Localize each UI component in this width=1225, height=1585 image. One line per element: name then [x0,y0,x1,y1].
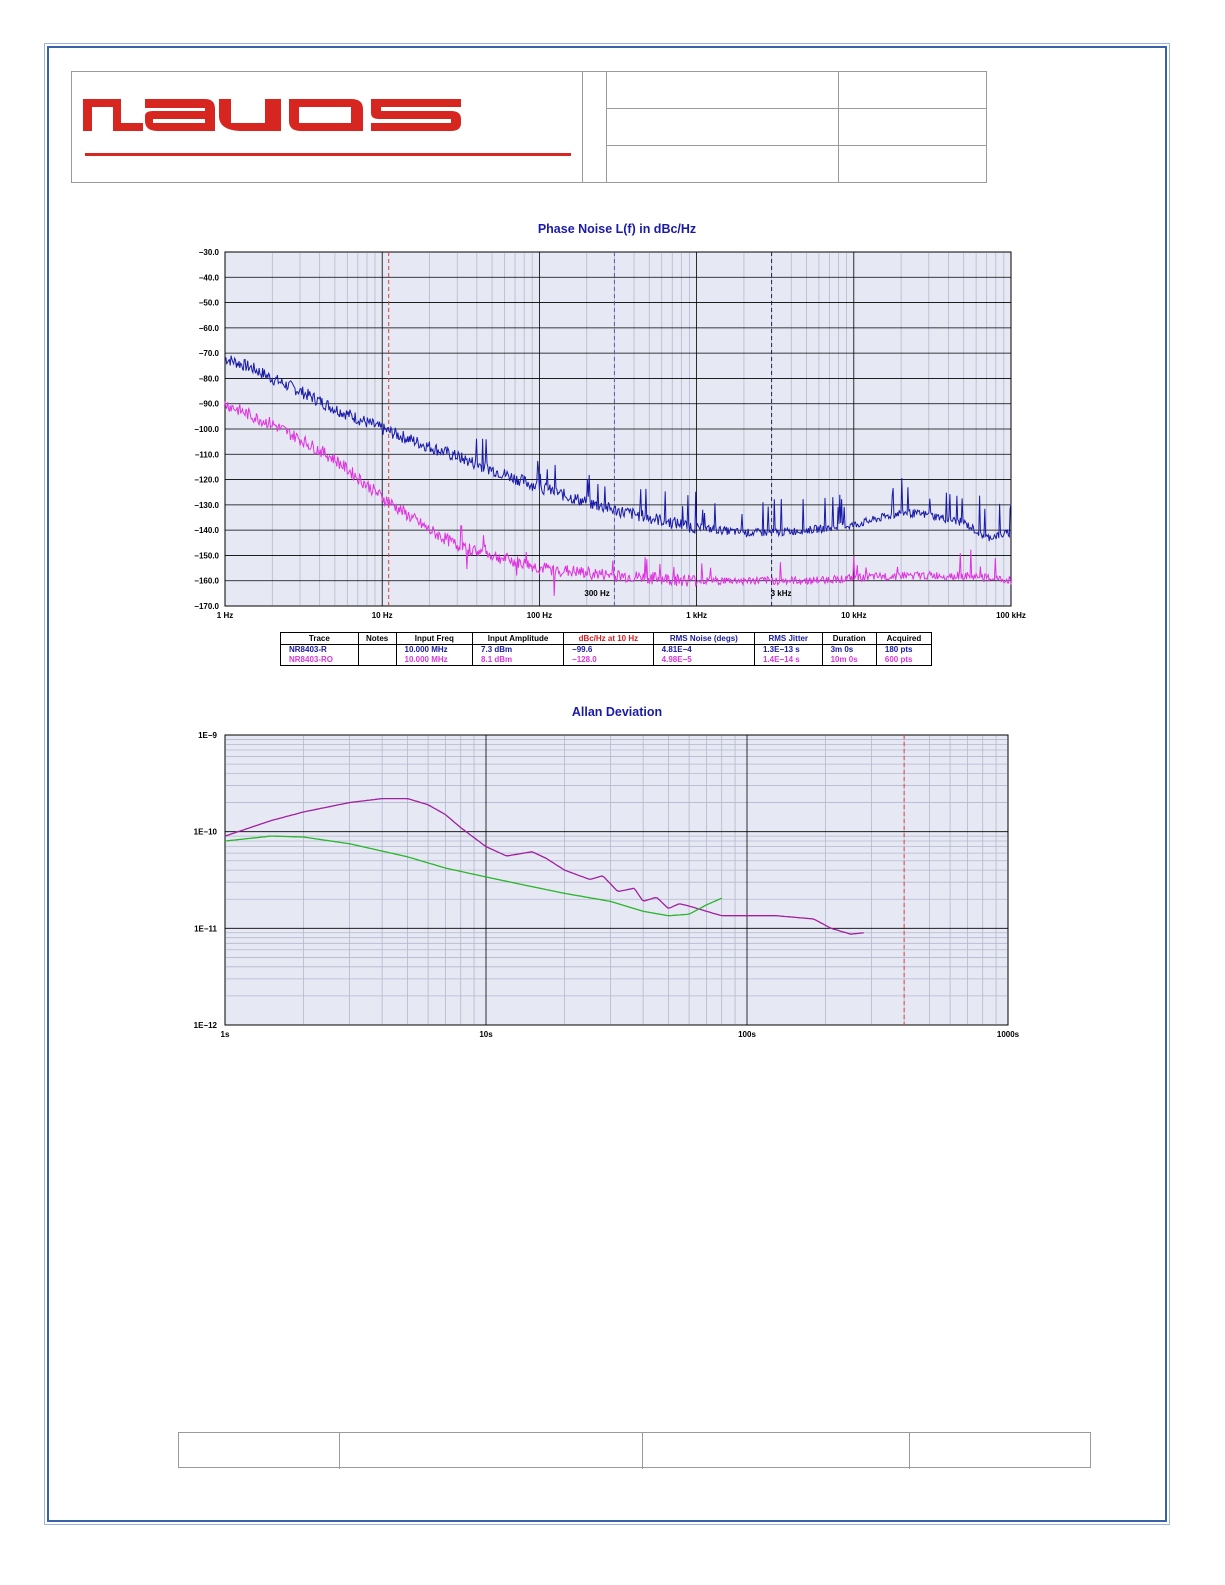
legend-header-duration: Duration [821,632,877,645]
y-tick-label: −100.0 [194,425,219,434]
legend-cell: 7.3 dBm [472,644,565,655]
legend-cell: −99.6 [563,644,654,655]
header-row-1 [607,72,986,109]
header-spacer-cell [582,72,607,182]
legend-row: NR8403-RO 10.000 MHz 8.1 dBm −128.0 4.98… [280,655,933,666]
y-tick-label: −40.0 [199,273,220,282]
x-tick-label: 10 kHz [841,611,866,620]
x-tick-label: 100 kHz [996,611,1026,620]
legend-header-input-freq: Input Freq [395,632,474,645]
legend-cell: 4.81E−4 [652,644,755,655]
y-tick-label: −70.0 [199,349,220,358]
legend-cell [357,655,397,666]
footer-divider [909,1433,910,1469]
x-tick-label: 10 Hz [372,611,393,620]
header-row-2 [607,109,986,146]
y-tick-label: −110.0 [195,450,220,459]
legend-header-notes: Notes [357,632,397,645]
x-tick-label: 100 Hz [527,611,552,620]
legend-header-input-amplitude: Input Amplitude [472,632,565,645]
phase-noise-trace [224,355,1012,542]
legend-cell: 3m 0s [821,644,877,655]
y-tick-label: −60.0 [199,324,220,333]
legend-header-rms-jitter: RMS Jitter [753,632,823,645]
legend-cell: 600 pts [875,655,933,666]
y-tick-label: −50.0 [199,299,220,308]
phase-noise-y-ticks: −30.0 −40.0 −50.0 −60.0 −70.0 −80.0 −90.0 −100.… [194,248,219,611]
legend-cell: 4.98E−5 [652,655,755,666]
logo-cell [72,72,583,182]
x-tick-label: 1 kHz [686,611,707,620]
legend-cell: 8.1 dBm [472,655,565,666]
legend-cell: 10m 0s [821,655,877,666]
navos-logo [83,99,461,131]
legend-cell [357,644,397,655]
y-tick-label: −170.0 [194,602,219,611]
legend-header-acquired: Acquired [875,632,933,645]
y-tick-label: −140.0 [194,526,219,535]
phase-noise-title: Phase Noise L(f) in dBc/Hz [538,222,696,236]
legend-cell: 10.000 MHz [395,655,474,666]
phase-noise-series [224,355,1012,596]
legend-cell: −128.0 [563,655,654,666]
phase-noise-markers: 300 Hz 3 kHz [388,252,792,606]
x-tick-label: 1 Hz [217,611,233,620]
frequency-marker-label: 3 kHz [771,589,792,598]
legend-cell: NR8403-R [280,644,359,655]
frequency-marker-label: 300 Hz [584,589,609,598]
phase-noise-x-ticks: 1 Hz 10 Hz 100 Hz 1 kHz 10 kHz 100 kHz [217,611,1026,620]
legend-header-trace: Trace [280,632,359,645]
legend-cell: 1.3E−13 s [753,644,823,655]
y-tick-label: −160.0 [194,577,219,586]
header-divider [838,72,839,182]
legend-cell: 1.4E−14 s [753,655,823,666]
y-tick-label: −80.0 [199,374,220,383]
legend-cell: NR8403-RO [280,655,359,666]
footer-table [178,1432,1091,1469]
legend-cell: 180 pts [875,644,933,655]
legend-header-dbc-at-10hz: dBc/Hz at 10 Hz [563,632,654,645]
y-tick-label: −150.0 [194,551,219,560]
legend-row: NR8403-R 10.000 MHz 7.3 dBm −99.6 4.81E−… [280,644,933,655]
header-table [71,71,987,183]
y-tick-label: −130.0 [194,501,219,510]
phase-noise-trace [224,401,1012,596]
trace-legend-table: Trace Notes Input Freq Input Amplitude d… [280,632,933,666]
y-tick-label: −90.0 [199,400,220,409]
page-border [44,43,1170,1525]
legend-header-rms-noise: RMS Noise (degs) [652,632,755,645]
footer-divider [339,1433,340,1469]
y-tick-label: −30.0 [199,248,220,257]
footer-divider [642,1433,643,1469]
y-tick-label: −120.0 [194,476,219,485]
legend-cell: 10.000 MHz [395,644,474,655]
logo-underline [85,153,571,156]
phase-noise-chart: Phase Noise L(f) in dBc/Hz 300 Hz 3 kHz −… [194,222,1026,620]
